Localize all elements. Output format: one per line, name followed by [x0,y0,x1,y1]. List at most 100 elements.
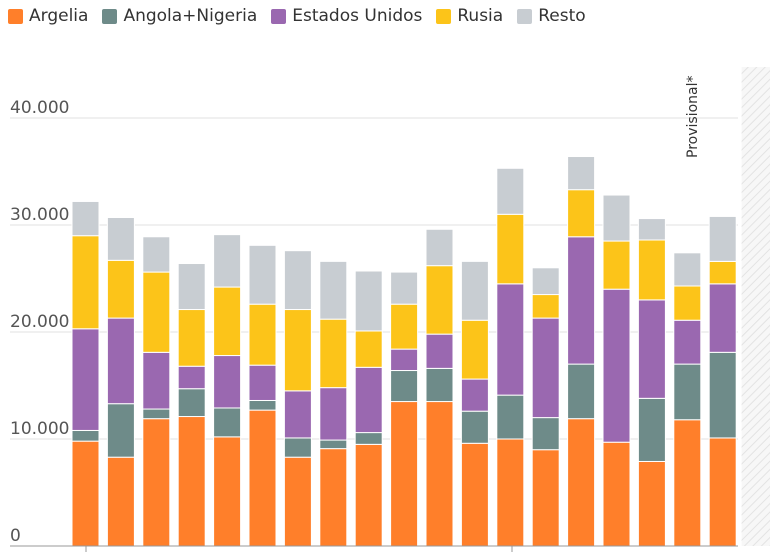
bar-segment [567,363,596,420]
bar-segment [567,189,596,238]
bar-segment [283,437,312,458]
bar-segment [425,333,454,369]
bar-segment [673,363,702,421]
bar-segment [496,394,525,440]
bar-segment [460,378,489,412]
bar-segment [248,364,277,401]
bar-segment [106,456,135,547]
bar-segment [106,317,135,405]
bar-segment [496,283,525,396]
bar-segment [106,259,135,319]
y-tick-label: 20.000 [10,312,69,332]
bar-segment [142,351,171,410]
bar-segment [248,409,277,547]
bar-segment [567,418,596,547]
annotation-provisional: Provisional* [685,76,701,158]
bar-segment [142,236,171,273]
bar-segment [354,270,383,332]
y-tick-label: 30.000 [10,205,69,225]
bar-segment [425,228,454,267]
bar-segment [708,283,737,353]
legend-swatch [102,8,118,24]
bar-segment [213,355,242,409]
bar-segment [673,419,702,547]
legend-swatch [8,8,23,24]
bar-segment [177,388,206,418]
bar-segment [567,236,596,365]
bar-segment [354,443,383,547]
bar-segment [602,288,631,443]
legend-swatch [436,8,452,24]
legend: Argelia Angola+Nigeria Estados Unidos Rusia… [8,6,586,26]
bar-segment [460,410,489,444]
bar-segment [496,167,525,215]
bar-segment [460,442,489,547]
provisional-area [741,67,770,546]
bar-segment [390,370,419,403]
legend-item-2: Estados Unidos [271,6,422,26]
bar-segment [71,429,100,442]
y-tick-label: 40.000 [10,98,69,118]
bar-segment [248,303,277,366]
bar-segment [637,239,666,301]
bar-segment [531,417,560,451]
bar-segment [460,319,489,380]
bar-segment [602,441,631,547]
bar-segment [673,319,702,365]
bar-segment [390,348,419,372]
bar-segment [177,309,206,367]
bar-segment [319,260,348,320]
bar-segment [390,303,419,350]
bar-segment [319,387,348,441]
bar-segment [106,217,135,261]
legend-label: Rusia [457,6,504,26]
bar-segment [283,390,312,439]
bar-segment [248,399,277,411]
bar-segment [354,330,383,368]
bar-segment [142,271,171,353]
bar-segment [71,328,100,431]
bar-segment [213,436,242,547]
bar-segment [637,397,666,462]
legend-swatch [517,8,533,24]
bar-segment [531,267,560,296]
legend-swatch [271,8,287,24]
legend-item-0: Argelia [8,6,88,26]
bar-segment [602,194,631,242]
bar-segment [71,235,100,330]
bar-segment [425,367,454,403]
legend-item-3: Rusia [436,6,503,26]
bar-segment [213,407,242,438]
bar-segment [248,244,277,305]
bar-segment [460,260,489,321]
bar-segment [283,250,312,311]
legend-label: Angola+Nigeria [123,6,258,26]
bar-segment [637,218,666,241]
bar-segment [106,403,135,458]
legend-label: Estados Unidos [292,6,423,26]
bar-segment [425,265,454,335]
bar-segment [319,448,348,547]
bar-segment [177,416,206,547]
bar-segment [496,213,525,285]
bar-segment [71,200,100,237]
bar-segment [567,156,596,191]
bar-segment [602,240,631,290]
bar-segment [708,351,737,439]
legend-item-4: Resto [517,6,586,26]
bar-segment [319,318,348,389]
bar-segment [283,456,312,547]
bar-segment [354,366,383,434]
bar-segment [673,252,702,287]
bar-segment [71,440,100,547]
legend-label: Resto [538,6,586,26]
bar-segment [390,271,419,305]
bar-segment [319,439,348,450]
bar-segment [496,438,525,547]
bar-segment [283,309,312,392]
legend-item-1: Angola+Nigeria [102,6,257,26]
bar-segment [142,418,171,547]
bar-segment [354,432,383,445]
bar-segment [213,234,242,288]
